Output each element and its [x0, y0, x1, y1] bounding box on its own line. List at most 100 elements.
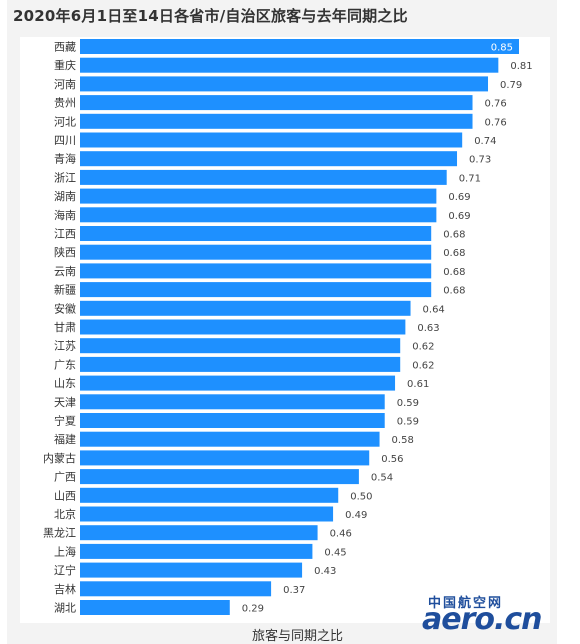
category-label: 北京 [54, 507, 76, 521]
plot-area: 西藏 0.85 重庆 0.81 河南 0.79 贵州 0.76 河北 0.76 四川 0.74 青海 0.… [20, 37, 550, 623]
category-label: 黑龙江 [43, 527, 76, 540]
value-label: 0.45 [324, 547, 346, 558]
value-label: 0.54 [371, 473, 393, 484]
value-label: 0.59 [397, 417, 419, 428]
bar [80, 469, 359, 485]
bar [80, 431, 380, 447]
bar [80, 95, 473, 111]
chart-title: 2020年6月1日至14日各省市/自治区旅客与去年同期之比 [13, 7, 408, 25]
page-margin [557, 0, 580, 644]
value-label: 0.69 [448, 192, 470, 203]
category-label: 安徽 [54, 301, 76, 315]
category-label: 河北 [54, 115, 76, 128]
value-label: 0.46 [330, 529, 352, 540]
value-label: 0.62 [412, 360, 434, 371]
category-label: 广西 [54, 471, 76, 484]
bar [80, 450, 370, 466]
bar [80, 300, 411, 316]
watermark-cn-text: 中国航空网 [428, 596, 504, 611]
value-label: 0.68 [443, 248, 465, 259]
category-label: 贵州 [54, 97, 76, 110]
bar [80, 581, 272, 597]
bar [80, 394, 385, 410]
value-label: 0.62 [412, 342, 434, 353]
value-label: 0.63 [417, 323, 439, 334]
bar [80, 319, 406, 335]
category-label: 广东 [54, 358, 76, 371]
value-label: 0.64 [423, 304, 445, 315]
category-label: 湖北 [54, 602, 76, 615]
bar [80, 188, 437, 204]
category-label: 吉林 [54, 582, 76, 596]
category-label: 福建 [54, 432, 76, 446]
value-label: 0.76 [485, 99, 507, 110]
category-label: 西藏 [54, 41, 76, 54]
category-label: 宁夏 [54, 414, 76, 428]
category-label: 重庆 [54, 58, 76, 72]
bar [80, 356, 401, 372]
bar [80, 413, 385, 428]
value-label: 0.85 [491, 43, 513, 54]
x-axis-label: 旅客与同期之比 [252, 629, 344, 644]
value-label: 0.56 [381, 454, 403, 465]
bar [80, 132, 463, 148]
value-label: 0.68 [443, 267, 465, 278]
value-label: 0.59 [397, 398, 419, 409]
value-label: 0.29 [242, 604, 264, 615]
bar [80, 76, 489, 92]
category-label: 江苏 [54, 340, 76, 353]
value-label: 0.74 [474, 136, 496, 147]
value-label: 0.68 [443, 286, 465, 297]
bar [80, 375, 396, 391]
bar [80, 226, 432, 241]
bar [80, 338, 401, 354]
category-label: 辽宁 [54, 563, 76, 577]
value-label: 0.68 [443, 230, 465, 241]
value-label: 0.58 [392, 435, 414, 446]
value-label: 0.69 [448, 211, 470, 222]
category-label: 上海 [54, 544, 76, 558]
bar [80, 525, 318, 541]
bar [80, 151, 458, 167]
bar [80, 487, 339, 503]
category-label: 内蒙古 [43, 451, 76, 465]
bar [80, 600, 230, 615]
value-label: 0.73 [469, 155, 491, 166]
category-label: 陕西 [54, 245, 76, 259]
category-label: 浙江 [54, 171, 76, 184]
bar [80, 113, 473, 129]
value-label: 0.79 [500, 80, 522, 91]
category-label: 天津 [54, 396, 76, 409]
category-label: 云南 [54, 265, 76, 278]
category-label: 河南 [54, 78, 76, 91]
bar-chart: 西藏 0.85 重庆 0.81 河南 0.79 贵州 0.76 河北 0.76 四川 0.74 青海 0.… [43, 39, 533, 615]
bar [80, 506, 334, 522]
bar [80, 543, 313, 559]
category-label: 甘肃 [54, 321, 76, 334]
category-label: 新疆 [54, 283, 76, 297]
category-label: 山东 [54, 377, 76, 390]
bar [80, 263, 432, 279]
watermark-en-text: aero.cn [422, 602, 543, 637]
value-label: 0.49 [345, 510, 367, 521]
bar [80, 207, 437, 223]
category-label: 江西 [54, 228, 76, 241]
category-label: 湖南 [54, 190, 76, 203]
bar [80, 562, 303, 578]
value-label: 0.61 [407, 379, 429, 390]
bar [80, 39, 519, 54]
bar [80, 244, 432, 260]
value-label: 0.50 [350, 491, 372, 502]
watermark-logo: 中国航空网 aero.cn [420, 590, 580, 644]
bar [80, 57, 499, 73]
bar [80, 169, 447, 185]
category-label: 海南 [54, 208, 76, 222]
value-label: 0.81 [510, 61, 532, 72]
bar [80, 282, 432, 298]
value-label: 0.37 [283, 585, 305, 596]
value-label: 0.76 [485, 117, 507, 128]
value-label: 0.71 [459, 173, 481, 184]
value-label: 0.43 [314, 566, 336, 577]
category-label: 山西 [54, 489, 76, 502]
category-label: 四川 [54, 134, 76, 147]
